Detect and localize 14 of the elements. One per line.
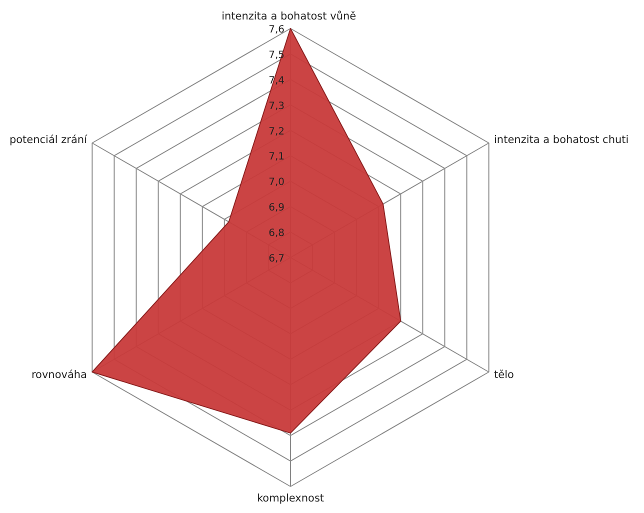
y-tick-label: 7,2 [268,126,285,138]
spoke-label: intenzita a bohatost chuti [494,134,629,146]
y-tick-label: 7,1 [268,152,285,163]
y-tick-label: 6,9 [268,202,285,214]
y-tick-label: 6,8 [268,228,285,240]
spoke-label: komplexnost [256,492,324,504]
y-tick-label: 6,7 [268,254,285,264]
spoke-label: potenciál zrání [9,134,88,146]
y-tick-label: 7,0 [268,177,285,188]
spoke-label: rovnováha [31,369,87,381]
spoke-label: tělo [494,369,514,381]
y-tick-label: 7,6 [268,24,285,36]
spoke-label: intenzita a bohatost vůně [222,10,356,22]
y-tick-label: 7,3 [268,100,285,112]
